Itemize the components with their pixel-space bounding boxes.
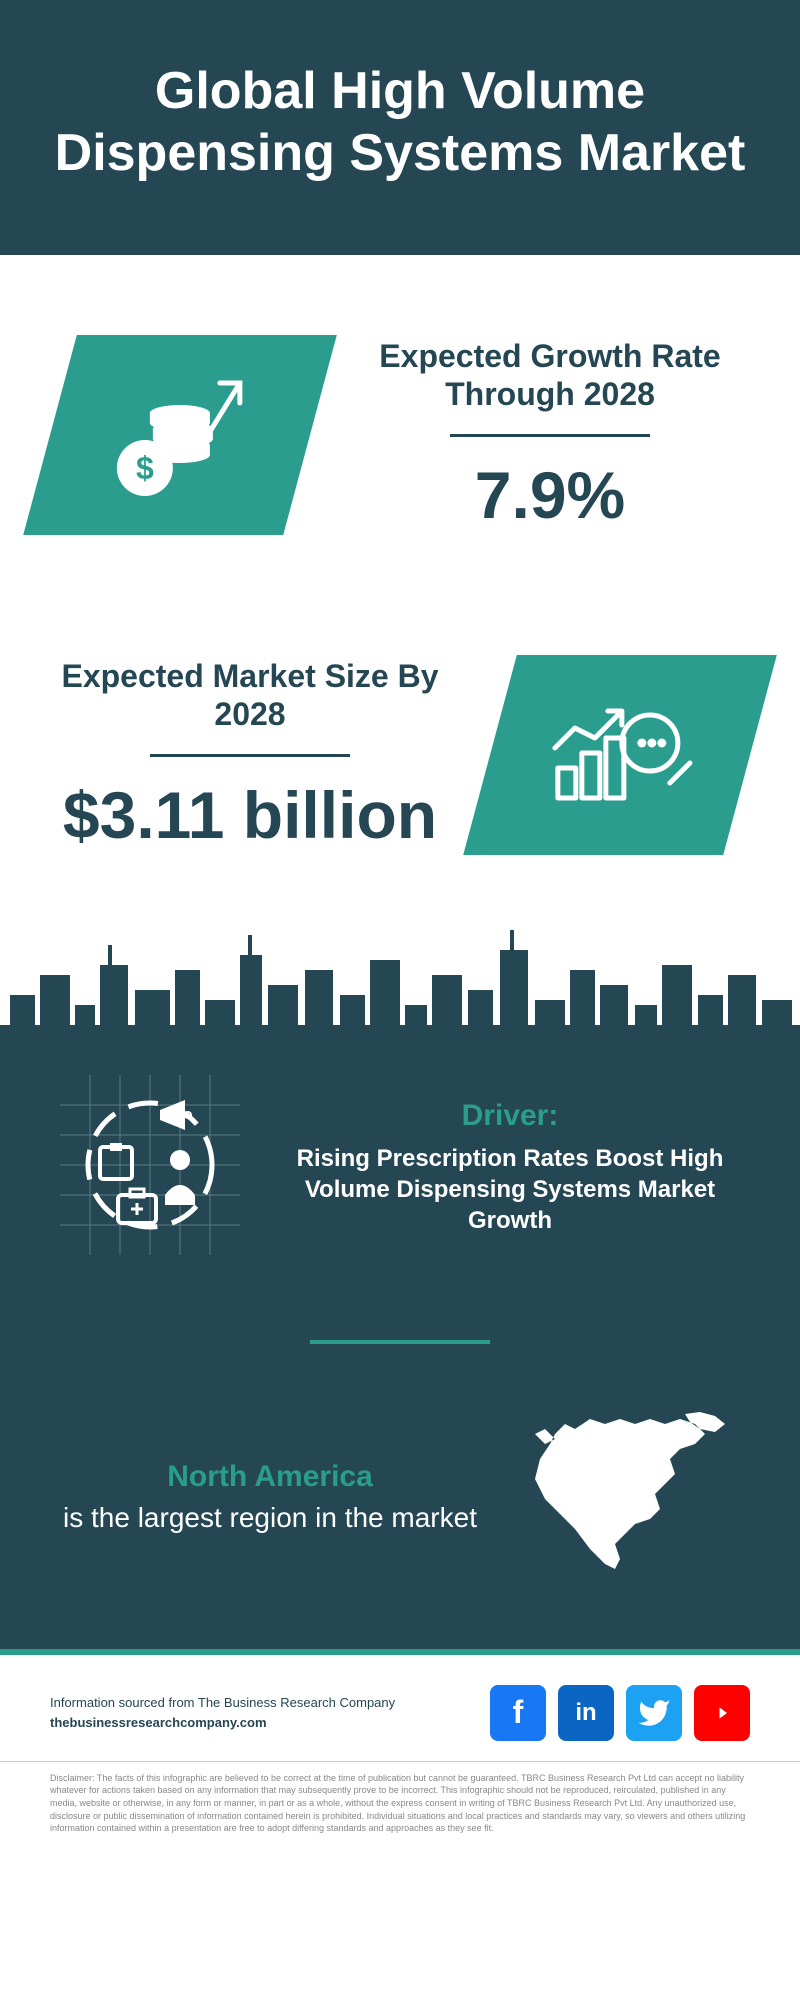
north-america-map-icon — [520, 1404, 740, 1584]
growth-value: 7.9% — [350, 457, 750, 533]
dark-section: Driver: Rising Prescription Rates Boost … — [0, 915, 800, 1649]
growth-icon-panel: $ — [23, 335, 337, 535]
region-block: North America is the largest region in t… — [0, 1384, 800, 1609]
disclaimer-text: Disclaimer: The facts of this infographi… — [0, 1761, 800, 1865]
separator — [0, 255, 800, 275]
svg-text:$: $ — [136, 449, 154, 485]
youtube-icon[interactable] — [694, 1685, 750, 1741]
market-size-text: Expected Market Size By 2028 $3.11 billi… — [50, 657, 450, 853]
footer: Information sourced from The Business Re… — [0, 1655, 800, 1761]
market-size-label: Expected Market Size By 2028 — [50, 657, 450, 734]
driver-text: Driver: Rising Prescription Rates Boost … — [280, 1099, 740, 1237]
page-title: Global High Volume Dispensing Systems Ma… — [40, 60, 760, 185]
region-description: is the largest region in the market — [63, 1502, 477, 1533]
header-banner: Global High Volume Dispensing Systems Ma… — [0, 0, 800, 255]
driver-description: Rising Prescription Rates Boost High Vol… — [280, 1143, 740, 1237]
divider — [450, 434, 650, 437]
market-size-block: Expected Market Size By 2028 $3.11 billi… — [0, 595, 800, 915]
driver-icon — [60, 1075, 240, 1255]
money-growth-icon: $ — [105, 362, 255, 502]
growth-rate-block: $ Expected Growth Rate Through 2028 7.9% — [0, 275, 800, 595]
region-text: North America is the largest region in t… — [60, 1456, 480, 1537]
growth-text: Expected Growth Rate Through 2028 7.9% — [350, 337, 750, 533]
divider — [150, 754, 350, 757]
linkedin-icon[interactable]: in — [558, 1685, 614, 1741]
footer-text: Information sourced from The Business Re… — [50, 1693, 395, 1732]
footer-website: thebusinessresearchcompany.com — [50, 1713, 395, 1733]
driver-icon-wrap — [60, 1075, 240, 1260]
chart-magnify-icon — [540, 682, 700, 822]
twitter-icon[interactable] — [626, 1685, 682, 1741]
growth-label: Expected Growth Rate Through 2028 — [350, 337, 750, 414]
region-map-wrap — [520, 1404, 740, 1589]
footer-source: Information sourced from The Business Re… — [50, 1693, 395, 1713]
driver-block: Driver: Rising Prescription Rates Boost … — [0, 1055, 800, 1300]
social-icons: f in — [490, 1685, 750, 1741]
facebook-icon[interactable]: f — [490, 1685, 546, 1741]
region-highlight: North America — [167, 1460, 373, 1493]
skyline-graphic — [0, 915, 800, 1055]
driver-label: Driver: — [280, 1099, 740, 1133]
market-icon-panel — [463, 655, 777, 855]
section-divider — [310, 1340, 490, 1344]
market-size-value: $3.11 billion — [50, 777, 450, 853]
